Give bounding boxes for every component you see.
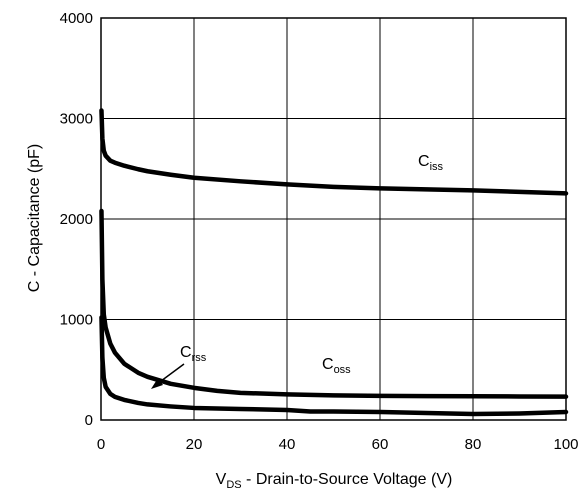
series-line-crss [99, 315, 569, 417]
y-tick-label: 2000 [60, 211, 93, 228]
x-tick-label: 60 [372, 436, 389, 453]
x-axis-label: VDS - Drain-to-Source Voltage (V) [216, 471, 453, 491]
x-tick-label: 20 [186, 436, 203, 453]
crss-label: Crss [180, 344, 207, 364]
series-line-coss [99, 208, 569, 399]
series-line-ciss [99, 108, 569, 196]
x-tick-label: 80 [465, 436, 482, 453]
crss-pointer-arrow [151, 363, 185, 389]
x-tick-label: 40 [279, 436, 296, 453]
y-axis-label: C - Capacitance (pF) [26, 144, 43, 293]
series-lines [99, 108, 569, 417]
x-tick-label: 100 [553, 436, 578, 453]
gridlines [101, 18, 566, 420]
y-tick-label: 4000 [60, 10, 93, 27]
coss-label: Coss [322, 356, 351, 376]
y-tick-label: 0 [85, 412, 93, 429]
y-tick-label: 3000 [60, 111, 93, 128]
x-tick-label: 0 [97, 436, 105, 453]
ciss-label: Ciss [418, 153, 444, 173]
y-tick-label: 1000 [60, 312, 93, 329]
